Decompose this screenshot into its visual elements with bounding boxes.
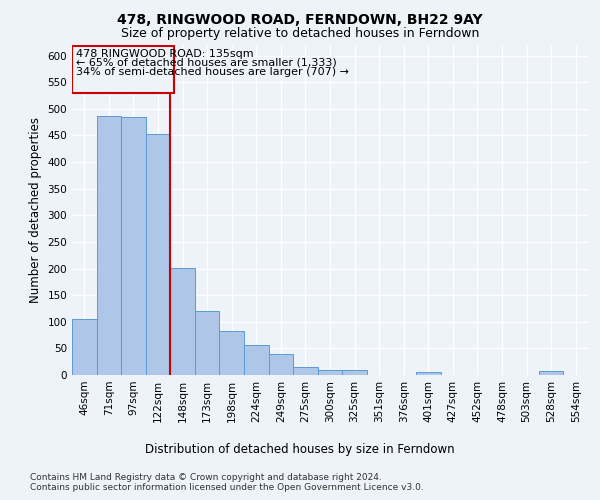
Bar bbox=[146, 134, 170, 375]
Bar bbox=[269, 354, 293, 375]
Bar bbox=[293, 367, 318, 375]
Bar bbox=[97, 116, 121, 375]
Text: Distribution of detached houses by size in Ferndown: Distribution of detached houses by size … bbox=[145, 442, 455, 456]
Text: Contains HM Land Registry data © Crown copyright and database right 2024.: Contains HM Land Registry data © Crown c… bbox=[30, 472, 382, 482]
Y-axis label: Number of detached properties: Number of detached properties bbox=[29, 117, 42, 303]
Bar bbox=[195, 311, 220, 375]
Bar bbox=[244, 344, 269, 375]
Bar bbox=[342, 370, 367, 375]
Bar bbox=[539, 372, 563, 375]
Bar bbox=[121, 117, 146, 375]
Text: Contains public sector information licensed under the Open Government Licence v3: Contains public sector information licen… bbox=[30, 482, 424, 492]
Bar bbox=[72, 319, 97, 375]
Bar bbox=[220, 331, 244, 375]
FancyBboxPatch shape bbox=[72, 46, 174, 93]
Bar bbox=[170, 268, 195, 375]
Bar bbox=[416, 372, 440, 375]
Bar bbox=[318, 370, 342, 375]
Text: Size of property relative to detached houses in Ferndown: Size of property relative to detached ho… bbox=[121, 28, 479, 40]
Text: 478 RINGWOOD ROAD: 135sqm: 478 RINGWOOD ROAD: 135sqm bbox=[76, 48, 253, 58]
Text: 478, RINGWOOD ROAD, FERNDOWN, BH22 9AY: 478, RINGWOOD ROAD, FERNDOWN, BH22 9AY bbox=[117, 12, 483, 26]
Text: ← 65% of detached houses are smaller (1,333): ← 65% of detached houses are smaller (1,… bbox=[76, 58, 337, 68]
Text: 34% of semi-detached houses are larger (707) →: 34% of semi-detached houses are larger (… bbox=[76, 67, 349, 77]
